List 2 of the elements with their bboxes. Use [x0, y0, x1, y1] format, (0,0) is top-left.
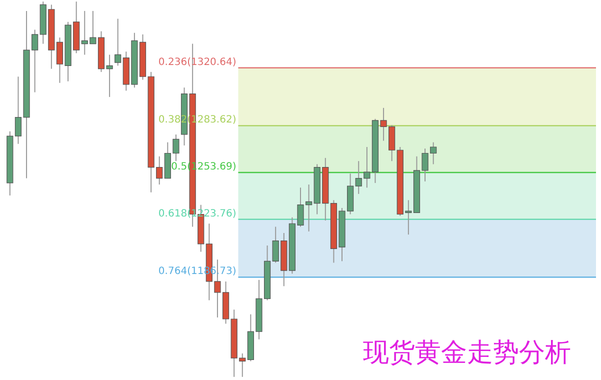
candlestick — [114, 18, 122, 66]
annotation: 现货黄金走势分析 — [363, 338, 571, 368]
